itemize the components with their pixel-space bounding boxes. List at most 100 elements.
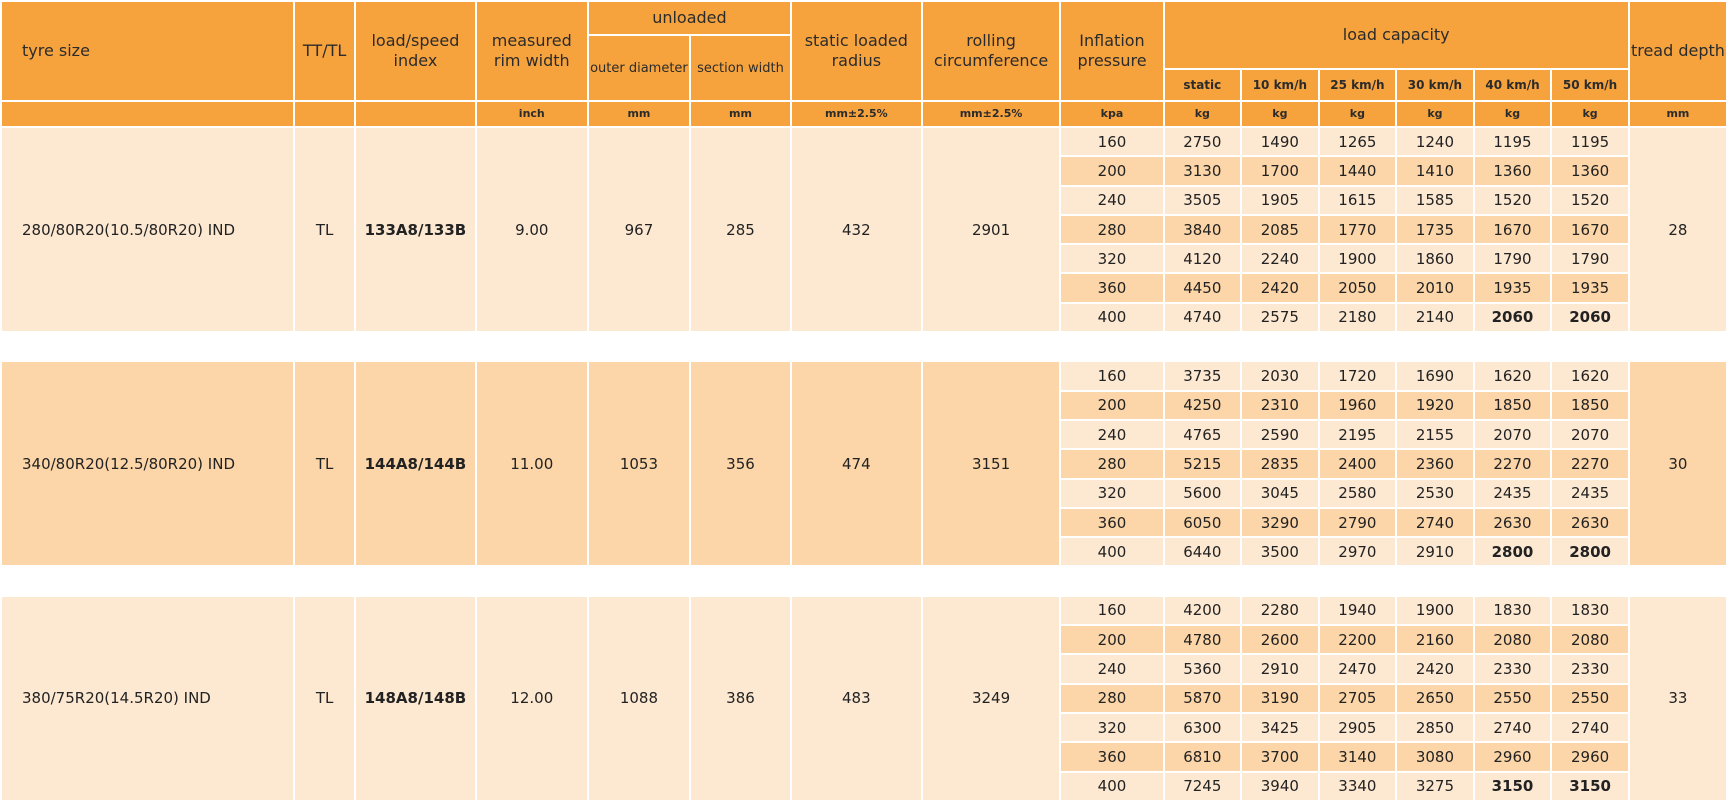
table-row: 240 4765 2590 2195 2155 2070 2070: [2, 420, 1726, 449]
unit-section-width: mm: [690, 102, 790, 126]
lc-25-cell: 2200: [1319, 626, 1396, 654]
header-lc-25: 25 km/h: [1319, 70, 1396, 100]
lc-static-cell: 5600: [1164, 479, 1241, 507]
lc-40-cell: 2740: [1474, 713, 1551, 742]
lc-static-cell: 6440: [1164, 538, 1241, 566]
lc-30-cell: 3080: [1397, 743, 1473, 771]
lc-25-cell: 2790: [1319, 508, 1396, 537]
lc-25-cell: 2180: [1319, 303, 1396, 332]
lc-40-cell: 2630: [1474, 508, 1551, 537]
lc-static-cell: 4740: [1164, 303, 1241, 332]
load-speed-cell: 133A8/133B: [356, 128, 475, 332]
lc-10-cell: 2420: [1242, 274, 1318, 302]
header-lc-40: 40 km/h: [1474, 70, 1551, 100]
lc-25-cell: 3140: [1319, 743, 1396, 771]
inflation-pressure-cell: 320: [1061, 479, 1163, 507]
inflation-pressure-cell: 280: [1061, 684, 1163, 712]
rolling-circumference-cell: 2901: [922, 128, 1060, 332]
lc-30-cell: 2530: [1397, 479, 1473, 507]
section-width-cell: 386: [690, 596, 790, 800]
header-unloaded: unloaded: [588, 2, 790, 34]
table-row: 360 6050 3290 2790 2740 2630 2630: [2, 508, 1726, 537]
tread-depth-cell: 33: [1629, 596, 1726, 800]
lc-10-cell: 1490: [1242, 128, 1318, 156]
header-outer-diameter: outer diameter: [588, 36, 689, 100]
table-row: 240 5360 2910 2470 2420 2330 2330: [2, 655, 1726, 683]
lc-10-cell: 3045: [1242, 479, 1318, 507]
lc-25-cell: 1960: [1319, 391, 1396, 419]
inflation-pressure-cell: 400: [1061, 772, 1163, 800]
unit-lc-30: kg: [1397, 102, 1473, 126]
header-inflation-pressure: Inflation pressure: [1061, 2, 1163, 100]
inflation-pressure-cell: 200: [1061, 157, 1163, 185]
lc-40-cell: 1935: [1474, 274, 1551, 302]
static-loaded-radius-cell: 483: [792, 596, 921, 800]
lc-30-cell: 1860: [1397, 245, 1473, 273]
rolling-circumference-cell: 3249: [922, 596, 1060, 800]
table-row: 400 4740 2575 2180 2140 2060 2060: [2, 303, 1726, 332]
inflation-pressure-cell: 400: [1061, 303, 1163, 332]
lc-50-cell: 2960: [1552, 743, 1628, 771]
table-row: 280 5870 3190 2705 2650 2550 2550: [2, 684, 1726, 712]
lc-30-cell: 2140: [1397, 303, 1473, 332]
outer-diameter-cell: 1088: [588, 596, 689, 800]
lc-25-cell: 1770: [1319, 215, 1396, 244]
lc-50-cell: 2060: [1552, 303, 1628, 332]
table-header: tyre size TT/TL load/speed index measure…: [2, 2, 1726, 126]
lc-30-cell: 2160: [1397, 626, 1473, 654]
rolling-circumference-cell: 3151: [922, 362, 1060, 566]
lc-50-cell: 1520: [1552, 186, 1628, 214]
lc-static-cell: 7245: [1164, 772, 1241, 800]
lc-40-cell: 3150: [1474, 772, 1551, 800]
inflation-pressure-cell: 360: [1061, 274, 1163, 302]
unit-tt-tl: [294, 102, 355, 126]
inflation-pressure-cell: 360: [1061, 508, 1163, 537]
lc-static-cell: 3130: [1164, 157, 1241, 185]
lc-50-cell: 1360: [1552, 157, 1628, 185]
lc-25-cell: 2580: [1319, 479, 1396, 507]
static-loaded-radius-cell: 432: [792, 128, 921, 332]
lc-static-cell: 3505: [1164, 186, 1241, 214]
lc-30-cell: 3275: [1397, 772, 1473, 800]
lc-50-cell: 1935: [1552, 274, 1628, 302]
lc-static-cell: 2750: [1164, 128, 1241, 156]
lc-30-cell: 2420: [1397, 655, 1473, 683]
lc-40-cell: 1670: [1474, 215, 1551, 244]
header-tread-depth: tread depth: [1629, 2, 1726, 100]
group-separator: [2, 333, 1726, 361]
lc-40-cell: 2960: [1474, 743, 1551, 771]
inflation-pressure-cell: 160: [1061, 128, 1163, 156]
lc-static-cell: 6050: [1164, 508, 1241, 537]
inflation-pressure-cell: 240: [1061, 655, 1163, 683]
lc-50-cell: 2330: [1552, 655, 1628, 683]
lc-10-cell: 3425: [1242, 713, 1318, 742]
lc-40-cell: 2060: [1474, 303, 1551, 332]
unit-lc-40: kg: [1474, 102, 1551, 126]
header-static-loaded-radius: static loaded radius: [792, 2, 921, 100]
header-load-speed-index: load/speed index: [356, 2, 475, 100]
lc-50-cell: 1195: [1552, 128, 1628, 156]
lc-50-cell: 1830: [1552, 596, 1628, 625]
outer-diameter-cell: 1053: [588, 362, 689, 566]
table-row: 200 4780 2600 2200 2160 2080 2080: [2, 626, 1726, 654]
lc-25-cell: 1265: [1319, 128, 1396, 156]
unit-rolling-circumference: mm±2.5%: [922, 102, 1060, 126]
lc-static-cell: 4780: [1164, 626, 1241, 654]
tyre-size-cell: 340/80R20(12.5/80R20) IND: [2, 362, 293, 566]
header-load-capacity: load capacity: [1164, 2, 1628, 68]
lc-static-cell: 4200: [1164, 596, 1241, 625]
lc-25-cell: 2400: [1319, 450, 1396, 478]
lc-50-cell: 3150: [1552, 772, 1628, 800]
lc-10-cell: 2600: [1242, 626, 1318, 654]
table-row: 400 6440 3500 2970 2910 2800 2800: [2, 538, 1726, 566]
lc-10-cell: 3290: [1242, 508, 1318, 537]
static-loaded-radius-cell: 474: [792, 362, 921, 566]
lc-50-cell: 1670: [1552, 215, 1628, 244]
lc-25-cell: 1615: [1319, 186, 1396, 214]
tyre-size-cell: 380/75R20(14.5R20) IND: [2, 596, 293, 800]
inflation-pressure-cell: 240: [1061, 420, 1163, 449]
inflation-pressure-cell: 280: [1061, 215, 1163, 244]
lc-50-cell: 2080: [1552, 626, 1628, 654]
lc-50-cell: 2800: [1552, 538, 1628, 566]
